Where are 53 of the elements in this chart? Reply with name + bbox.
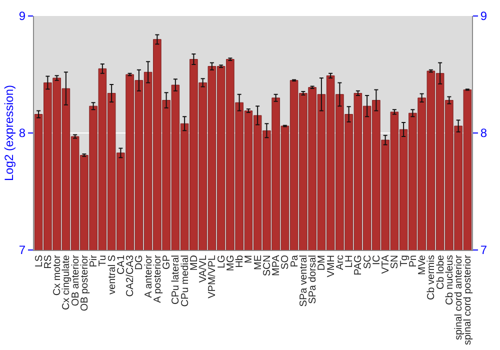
x-tick-label: DG	[134, 254, 146, 270]
x-tick-label: OB posterior	[79, 254, 90, 312]
x-tick-label: MG	[225, 254, 236, 272]
x-tick-label: LG	[216, 254, 228, 268]
x-tick-label: LH	[344, 255, 356, 268]
x-tick-label: MPA	[271, 254, 282, 276]
x-tick-label: Cb lobe	[435, 254, 446, 290]
x-tick-label: Cb nucleus	[444, 255, 456, 306]
x-tick-label: SN	[390, 255, 401, 269]
x-tick-label: Tg	[398, 255, 410, 267]
x-tick-label: SPa ventral	[298, 255, 310, 307]
x-tick-label: Arc	[334, 255, 346, 270]
x-tick-label: SCN	[262, 255, 273, 276]
y-axis-title: Log2 (expression)	[2, 84, 16, 182]
x-tick-label: VMH	[326, 255, 337, 278]
y2-tick-label: 7	[480, 243, 488, 258]
y2-tick-label: 9	[480, 9, 488, 24]
x-tick-label: VPM/VPL	[207, 254, 218, 298]
y2-tick-label: 8	[480, 126, 488, 140]
y-tick-label: 9	[18, 9, 26, 24]
x-tick-label: CA1	[116, 254, 127, 274]
y-tick-label: 7	[18, 243, 26, 258]
x-tick-label: Cx cingulate	[61, 254, 72, 310]
x-tick-label: ME	[252, 254, 264, 270]
x-tick-label: SPa dorsal	[308, 255, 319, 304]
x-tick-label: SC	[362, 255, 374, 269]
x-tick-label: M	[244, 255, 255, 264]
x-tick-label: Hb	[234, 254, 246, 268]
x-tick-label: VTA	[380, 254, 392, 274]
x-tick-label: Cb vermis	[426, 255, 438, 300]
x-tick-label: Tu	[98, 255, 109, 266]
x-tick-label: A posterior	[152, 254, 164, 303]
x-tick-label: OB anterior	[70, 254, 82, 306]
x-tick-label: MVe	[417, 254, 428, 276]
x-tick-label: Pa	[289, 254, 300, 268]
x-tick-label: SO	[280, 254, 292, 270]
x-tick-label: IC	[371, 255, 382, 265]
x-tick-label: GP	[162, 254, 173, 270]
x-tick-label: CA2/CA3	[125, 254, 136, 297]
x-tick-label: MD	[188, 255, 200, 271]
x-tick-label: RS	[42, 254, 54, 269]
x-tick-label: DM	[316, 255, 328, 271]
x-tick-label: spinal cord anterior	[454, 254, 465, 340]
x-tick-label: spinal cord posterior	[462, 254, 474, 346]
x-tick-label: Pn	[408, 255, 419, 268]
x-tick-label: A anterior	[143, 254, 154, 298]
x-tick-label: CPu medial	[180, 255, 191, 307]
x-tick-label: Pir	[88, 254, 100, 268]
x-tick-label: PAG	[353, 254, 364, 276]
y-tick-label: 8	[18, 126, 26, 140]
x-tick-label: ventral S	[106, 254, 118, 294]
x-tick-label: LS	[34, 254, 45, 268]
x-tick-label: CPu lateral	[170, 255, 182, 304]
